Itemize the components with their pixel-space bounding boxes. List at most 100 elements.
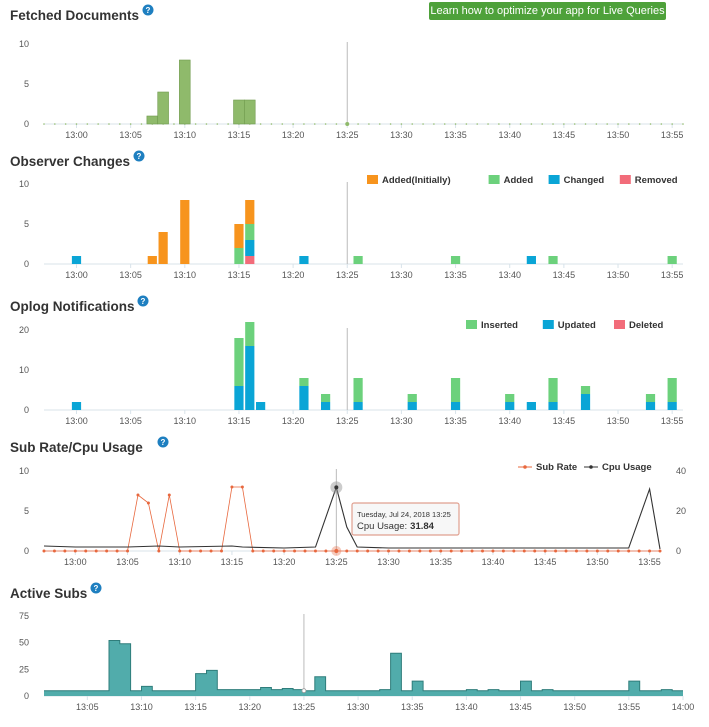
bar-segment-added_initially	[180, 200, 190, 264]
zero-marker	[638, 123, 641, 125]
x-tick-label: 13:00	[65, 130, 88, 140]
x-tick-label: 13:35	[444, 130, 467, 140]
zero-marker	[411, 123, 414, 125]
help-icon	[157, 436, 169, 448]
tooltip-box	[351, 502, 460, 536]
x-tick-label: 13:25	[325, 557, 348, 567]
y-right-tick-label: 20	[676, 506, 686, 516]
bar-segment-added	[548, 256, 558, 264]
y-tick-label: 50	[19, 638, 29, 648]
sub-rate-point	[470, 549, 474, 553]
sub-rate-point	[178, 549, 182, 553]
x-tick-label: 13:55	[618, 702, 641, 712]
chart-title: Fetched Documents	[10, 8, 139, 23]
zero-marker	[422, 123, 424, 125]
legend-swatch-removed	[619, 175, 631, 184]
bar-segment-updated	[256, 402, 266, 410]
zero-marker	[216, 123, 219, 125]
zero-marker	[205, 123, 208, 125]
bar-segment-updated	[245, 346, 255, 410]
legend-label-added: Added	[504, 175, 534, 186]
hover-point	[301, 688, 307, 694]
y-tick-label: 10	[19, 39, 29, 49]
sub-rate-point	[157, 549, 161, 553]
sub-rate-point	[439, 549, 443, 553]
x-tick-label: 13:10	[174, 130, 197, 140]
legend-label-cpu: Cpu Usage	[602, 462, 652, 473]
sub-rate-point	[63, 549, 67, 553]
zero-marker	[140, 123, 143, 125]
chart-title: Active Subs	[10, 586, 87, 601]
zero-marker	[671, 123, 673, 125]
x-tick-label: 13:35	[429, 557, 452, 567]
zero-marker	[519, 123, 522, 125]
bar-segment-updated	[299, 386, 309, 410]
sub-rate-point	[491, 549, 495, 553]
zero-marker	[649, 123, 652, 125]
sub-rate-point	[199, 549, 203, 553]
zero-marker	[552, 123, 554, 125]
zero-marker	[682, 123, 684, 125]
zero-marker	[357, 123, 359, 125]
sub-rate-point	[564, 549, 568, 553]
x-tick-label: 13:55	[661, 416, 684, 426]
optimize-live-queries-button[interactable]: Learn how to optimize your app for Live …	[429, 2, 666, 20]
bar-segment-inserted	[353, 378, 363, 402]
bar-segment-removed	[245, 256, 255, 264]
x-tick-label: 13:15	[228, 416, 251, 426]
bar-segment-added_initially	[245, 200, 255, 224]
x-tick-label: 13:00	[65, 416, 88, 426]
bar-segment-added_initially	[147, 256, 157, 264]
zero-marker	[54, 123, 56, 125]
y-right-tick-label: 0	[676, 546, 681, 556]
zero-marker	[400, 123, 403, 125]
chart-title: Oplog Notifications	[10, 299, 135, 314]
x-tick-label: 13:35	[444, 270, 467, 280]
sub-rate-point	[543, 549, 547, 553]
x-tick-label: 13:30	[390, 130, 413, 140]
sub-rate-point	[595, 549, 599, 553]
sub-rate-point	[52, 549, 56, 553]
x-tick-label: 13:50	[563, 702, 586, 712]
sub-rate-point	[637, 549, 641, 553]
x-tick-label: 13:30	[390, 416, 413, 426]
tooltip-value: Cpu Usage: 31.84	[357, 521, 435, 532]
legend-marker-sub_rate	[523, 465, 527, 469]
bar-segment-updated	[450, 402, 461, 410]
zero-marker	[129, 123, 132, 125]
x-tick-label: 13:30	[347, 702, 370, 712]
y-tick-label: 0	[24, 546, 29, 556]
bar-segment-added	[450, 256, 461, 264]
legend-swatch-added	[488, 175, 500, 184]
sub-rate-point	[397, 549, 401, 553]
chart-title: Observer Changes	[10, 154, 130, 169]
zero-marker	[476, 123, 479, 125]
zero-marker	[292, 123, 294, 125]
active-subs-line	[44, 640, 683, 692]
bar-segment-added	[245, 224, 255, 240]
x-tick-label: 13:10	[174, 270, 197, 280]
sub-rate-point	[73, 549, 77, 553]
x-tick-label: 13:15	[228, 130, 251, 140]
bar-segment-inserted	[505, 394, 515, 402]
zero-marker	[335, 123, 338, 125]
sub-rate-point	[366, 549, 370, 553]
zero-marker	[498, 123, 500, 125]
zero-marker	[75, 123, 78, 125]
bar-segment-updated	[526, 402, 536, 410]
y-tick-label: 10	[19, 179, 29, 189]
zero-marker	[595, 123, 598, 125]
sub-rate-point	[324, 549, 328, 553]
chart-title: Sub Rate/Cpu Usage	[10, 440, 143, 455]
zero-marker	[573, 123, 576, 125]
legend-label-added_initially: Added(Initially)	[382, 175, 451, 186]
sub-rate-point	[94, 549, 98, 553]
x-tick-label: 13:50	[607, 130, 630, 140]
x-tick-label: 13:25	[293, 702, 316, 712]
sub-rate-point	[648, 549, 652, 553]
sub-rate-point	[522, 549, 526, 553]
bar-segment-updated	[353, 402, 363, 410]
y-tick-label: 0	[24, 691, 29, 701]
x-tick-label: 13:10	[174, 416, 197, 426]
zero-marker	[433, 123, 435, 125]
